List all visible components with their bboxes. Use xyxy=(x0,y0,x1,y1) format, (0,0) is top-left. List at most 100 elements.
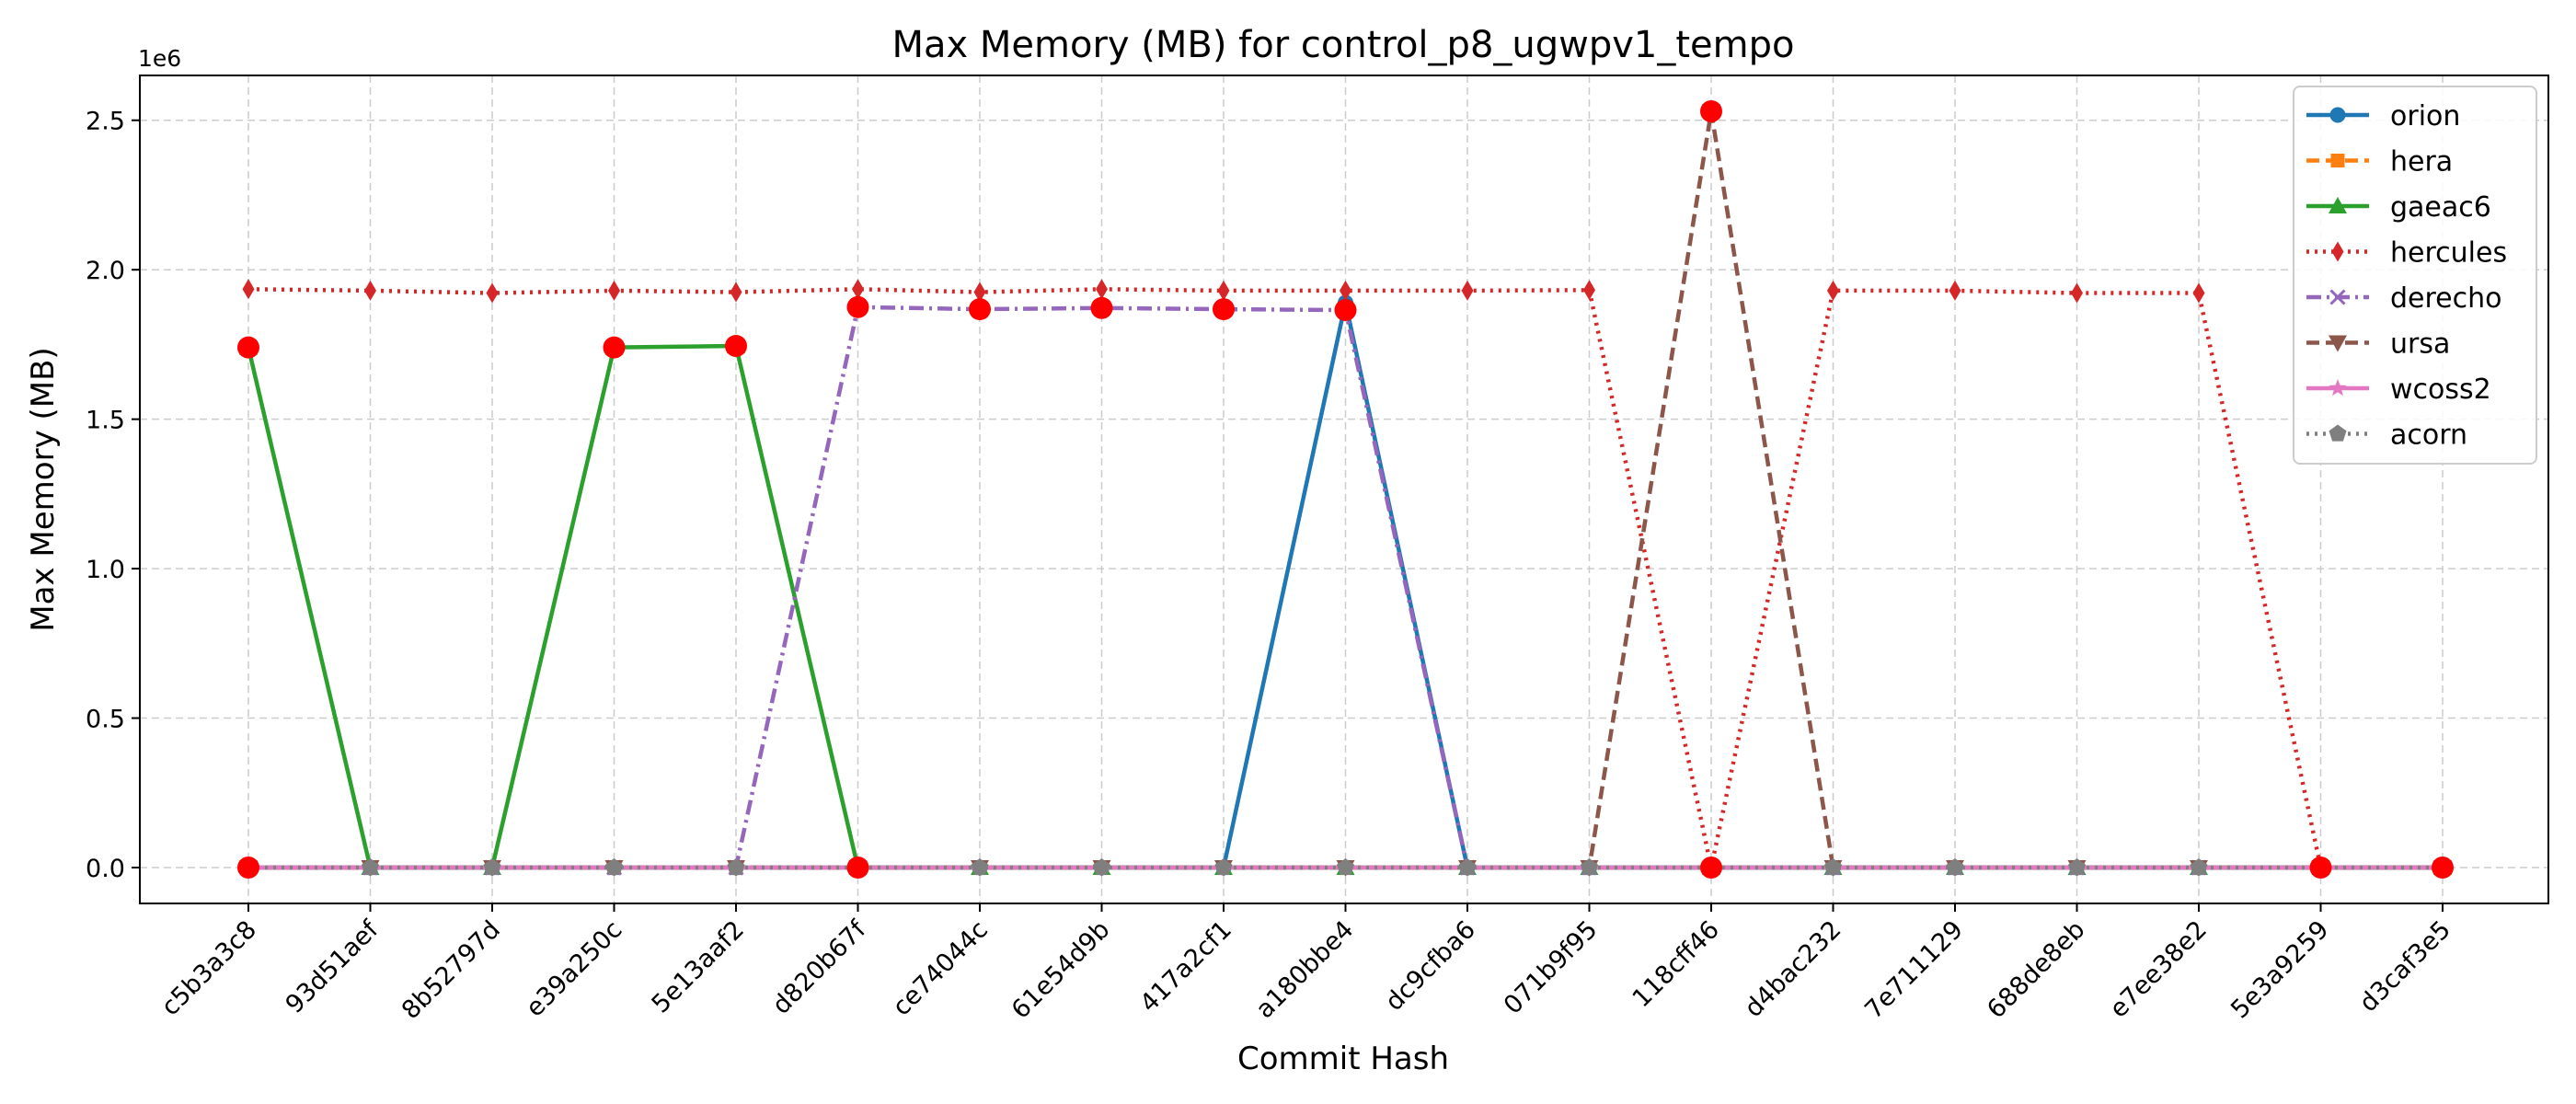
point-acorn xyxy=(1823,858,1843,876)
legend-entry-orion: orion xyxy=(2306,100,2460,132)
point-hercules xyxy=(852,279,864,300)
point-acorn xyxy=(2190,858,2208,876)
point-hercules xyxy=(1949,280,1961,301)
x-axis-label: Commit Hash xyxy=(1237,1041,1449,1077)
point-acorn xyxy=(1580,858,1599,876)
legend-entry-hercules: hercules xyxy=(2306,237,2507,270)
highlight-markers xyxy=(237,99,2454,880)
x-tick-label: 118cff46 xyxy=(1627,915,1725,1013)
y-tick-label: 0.0 xyxy=(86,855,125,883)
highlight-point xyxy=(725,335,747,358)
x-tick-label: 5e3a9259 xyxy=(2225,915,2334,1024)
x-tick-label: 7e711129 xyxy=(1859,915,1969,1025)
y-tick-label: 2.0 xyxy=(86,257,125,285)
y-tick-label: 2.5 xyxy=(86,108,125,136)
legend: orion hera gaeac6 hercules derecho ursa wcoss2… xyxy=(2293,86,2537,465)
highlight-point xyxy=(237,857,259,880)
highlight-point xyxy=(2432,857,2454,880)
x-tick-label: e7ee38e2 xyxy=(2104,915,2213,1024)
legend-label-orion: orion xyxy=(2390,100,2460,132)
y-tick-label: 0.5 xyxy=(86,706,125,734)
legend-label-hera: hera xyxy=(2390,146,2453,178)
highlight-point xyxy=(846,857,869,880)
x-tick-label: 93d51aef xyxy=(281,914,385,1019)
x-tick-label: 071b9f95 xyxy=(1499,915,1604,1020)
point-hercules xyxy=(1217,280,1230,301)
point-acorn xyxy=(1214,858,1233,876)
legend-label-ursa: ursa xyxy=(2390,328,2450,361)
x-tick-label: 688de8eb xyxy=(1982,915,2090,1024)
legend-label-wcoss2: wcoss2 xyxy=(2390,374,2491,406)
x-tick-label: 417a2cf1 xyxy=(1134,915,1237,1018)
legend-marker-wcoss2 xyxy=(2329,379,2347,397)
x-tick-label: d3caf3e5 xyxy=(2354,915,2456,1018)
point-acorn xyxy=(2067,858,2087,876)
point-acorn xyxy=(727,858,745,876)
legend-box xyxy=(2293,86,2537,465)
point-hercules xyxy=(2071,282,2083,304)
point-hercules xyxy=(730,282,742,303)
point-hercules xyxy=(242,279,255,300)
point-hercules xyxy=(973,282,986,303)
x-tick-label: 5e13aaf2 xyxy=(647,915,750,1018)
point-hercules xyxy=(1583,280,1595,301)
x-tick-label: d4bac232 xyxy=(1740,915,1847,1023)
highlight-point xyxy=(603,336,626,359)
point-hercules xyxy=(1461,280,1474,301)
x-tick-label: 8b52797d xyxy=(397,915,506,1025)
highlight-point xyxy=(1700,857,1722,880)
legend-entry-derecho: derecho xyxy=(2306,282,2502,315)
plot-frame xyxy=(139,75,2549,904)
legend-marker-gaeac6 xyxy=(2329,197,2347,213)
point-acorn xyxy=(361,858,380,876)
legend-entry-wcoss2: wcoss2 xyxy=(2306,374,2491,406)
x-axis-ticks: c5b3a3c8 93d51aef 8b52797d e39a250c 5e13aaf2… xyxy=(156,903,2456,1025)
legend-entry-hera: hera xyxy=(2306,146,2453,178)
legend-marker-orion xyxy=(2329,107,2346,123)
point-hercules xyxy=(1827,280,1839,301)
point-acorn xyxy=(1946,858,1964,876)
point-hercules xyxy=(2192,282,2205,304)
x-tick-label: dc9cfba6 xyxy=(1380,915,1481,1017)
highlight-point xyxy=(1090,296,1113,319)
x-tick-label: c5b3a3c8 xyxy=(156,915,262,1021)
point-acorn xyxy=(971,858,989,876)
legend-entry-acorn: acorn xyxy=(2306,420,2467,452)
point-hercules xyxy=(1096,279,1108,300)
grid-lines xyxy=(140,75,2548,903)
legend-marker-derecho xyxy=(2329,289,2346,305)
x-tick-label: ce74044c xyxy=(888,915,994,1021)
x-tick-label: e39a250c xyxy=(521,915,628,1023)
legend-marker-hera xyxy=(2330,154,2345,167)
y-axis-label: Max Memory (MB) xyxy=(25,347,62,631)
point-acorn xyxy=(483,858,501,876)
y-tick-label: 1.5 xyxy=(86,407,125,435)
highlight-point xyxy=(1334,299,1357,322)
x-tick-label: 61e54d9b xyxy=(1006,915,1116,1025)
point-hercules xyxy=(364,280,376,301)
legend-label-hercules: hercules xyxy=(2390,237,2507,270)
highlight-point xyxy=(846,295,869,318)
legend-label-derecho: derecho xyxy=(2390,282,2502,315)
point-acorn xyxy=(1336,858,1355,876)
highlight-point xyxy=(1213,298,1235,321)
legend-label-gaeac6: gaeac6 xyxy=(2390,191,2491,224)
highlight-point xyxy=(237,336,259,359)
point-acorn xyxy=(1458,858,1477,876)
legend-marker-acorn xyxy=(2329,424,2347,442)
point-acorn xyxy=(604,858,624,876)
point-hercules xyxy=(486,282,499,304)
highlight-point xyxy=(969,298,991,321)
highlight-point xyxy=(2309,857,2332,880)
highlight-point xyxy=(1700,99,1722,122)
legend-label-acorn: acorn xyxy=(2390,420,2467,452)
legend-entry-ursa: ursa xyxy=(2306,328,2450,361)
point-acorn xyxy=(1092,858,1111,876)
chart-title: Max Memory (MB) for control_p8_ugwpv1_te… xyxy=(892,24,1795,66)
legend-marker-hercules xyxy=(2331,241,2344,262)
x-tick-label: a180bbe4 xyxy=(1250,915,1359,1024)
y-axis-ticks: 0.0 0.5 1.0 1.5 2.0 2.5 xyxy=(86,108,140,883)
point-hercules xyxy=(1340,280,1351,301)
legend-entry-gaeac6: gaeac6 xyxy=(2306,191,2491,224)
